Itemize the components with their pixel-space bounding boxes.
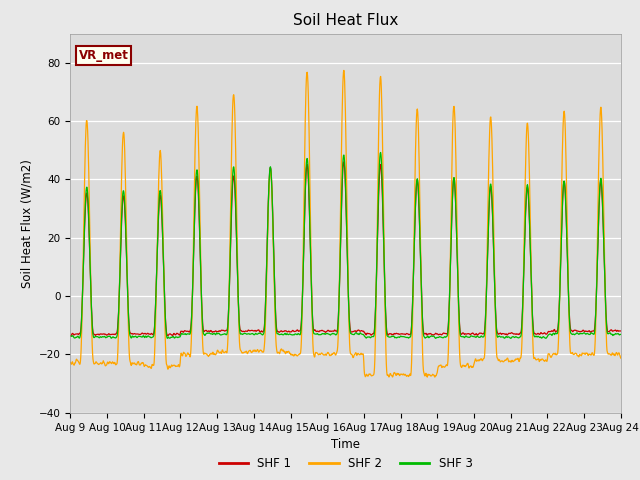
- X-axis label: Time: Time: [331, 438, 360, 451]
- SHF 2: [340, 68, 348, 73]
- SHF 2: [175, 364, 183, 370]
- Line: SHF 1: SHF 1: [70, 162, 621, 336]
- SHF 3: [617, 332, 625, 337]
- SHF 1: [67, 333, 75, 339]
- SHF 1: [176, 332, 184, 338]
- SHF 2: [67, 360, 74, 365]
- SHF 3: [431, 335, 439, 341]
- SHF 1: [251, 328, 259, 334]
- SHF 2: [189, 276, 196, 281]
- SHF 2: [250, 348, 258, 354]
- SHF 3: [67, 333, 74, 339]
- SHF 3: [552, 331, 560, 336]
- Line: SHF 3: SHF 3: [70, 153, 621, 338]
- SHF 1: [189, 267, 197, 273]
- SHF 2: [504, 355, 511, 361]
- Y-axis label: Soil Heat Flux (W/m2): Soil Heat Flux (W/m2): [20, 159, 33, 288]
- Title: Soil Heat Flux: Soil Heat Flux: [293, 13, 398, 28]
- Line: SHF 2: SHF 2: [70, 71, 621, 377]
- Text: VR_met: VR_met: [79, 49, 129, 62]
- SHF 3: [175, 334, 183, 340]
- SHF 2: [424, 374, 431, 380]
- SHF 2: [552, 352, 560, 358]
- SHF 2: [617, 355, 625, 361]
- SHF 3: [542, 336, 550, 341]
- SHF 1: [617, 328, 625, 334]
- SHF 3: [377, 150, 385, 156]
- SHF 1: [432, 330, 440, 336]
- SHF 1: [340, 159, 348, 165]
- SHF 2: [432, 372, 440, 378]
- SHF 1: [552, 329, 560, 335]
- SHF 3: [504, 335, 511, 340]
- SHF 3: [189, 280, 196, 286]
- SHF 1: [504, 332, 511, 337]
- SHF 3: [250, 332, 258, 337]
- Legend: SHF 1, SHF 2, SHF 3: SHF 1, SHF 2, SHF 3: [214, 453, 477, 475]
- SHF 1: [67, 333, 74, 338]
